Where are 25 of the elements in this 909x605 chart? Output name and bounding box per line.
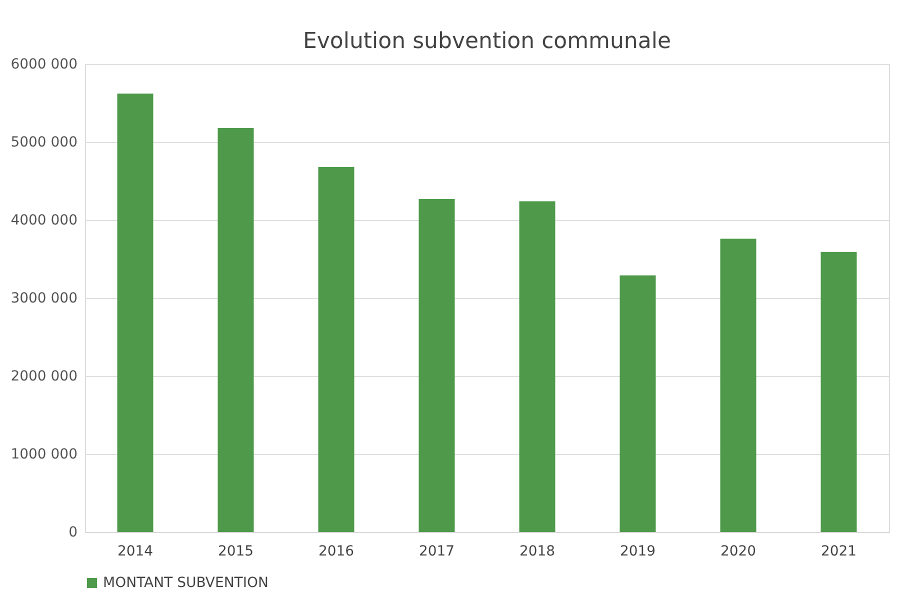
bar	[720, 238, 756, 532]
x-tick-label: 2020	[720, 544, 756, 560]
x-tick-label: 2021	[820, 544, 857, 560]
y-tick-label: 1000 000	[10, 446, 78, 462]
y-tick-label: 4000 000	[10, 212, 78, 228]
bar	[620, 275, 656, 532]
y-tick-label: 5000 000	[10, 134, 78, 150]
y-tick-label: 6000 000	[10, 56, 78, 72]
bar	[218, 128, 254, 532]
x-tick-label: 2014	[117, 544, 154, 560]
x-tick-label: 2016	[318, 544, 354, 560]
x-tick-label: 2015	[218, 544, 254, 560]
x-tick-label: 2019	[620, 544, 656, 560]
bar	[318, 166, 354, 532]
y-tick-label: 3000 000	[10, 290, 78, 306]
y-tick-label: 0	[68, 524, 78, 540]
bar	[117, 94, 154, 532]
bar	[418, 198, 455, 532]
bar	[820, 252, 857, 532]
legend-label: MONTANT SUBVENTION	[103, 575, 268, 591]
x-tick-label: 2017	[418, 544, 455, 560]
bar	[519, 201, 556, 532]
y-tick-label: 2000 000	[10, 368, 78, 384]
x-tick-label: 2018	[519, 544, 556, 560]
chart-title: Evolution subvention communale	[302, 29, 672, 54]
